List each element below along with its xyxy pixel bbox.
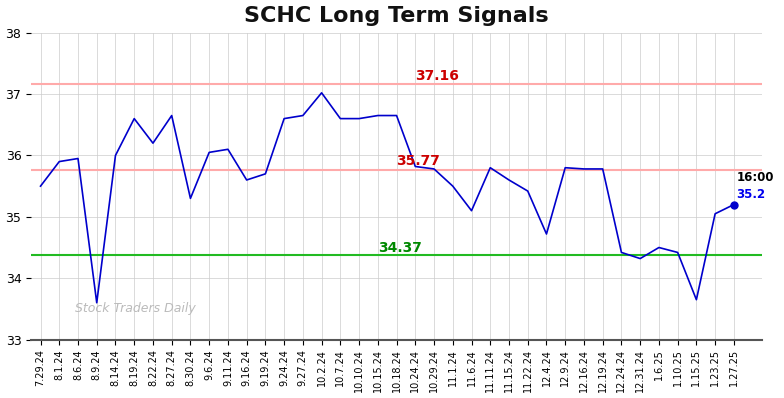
Text: 16:00: 16:00 [737,171,774,184]
Text: 35.2: 35.2 [737,188,766,201]
Text: 35.77: 35.77 [397,154,441,168]
Text: 34.37: 34.37 [378,241,422,255]
Title: SCHC Long Term Signals: SCHC Long Term Signals [245,6,549,25]
Text: 37.16: 37.16 [416,69,459,83]
Text: Stock Traders Daily: Stock Traders Daily [75,302,196,315]
